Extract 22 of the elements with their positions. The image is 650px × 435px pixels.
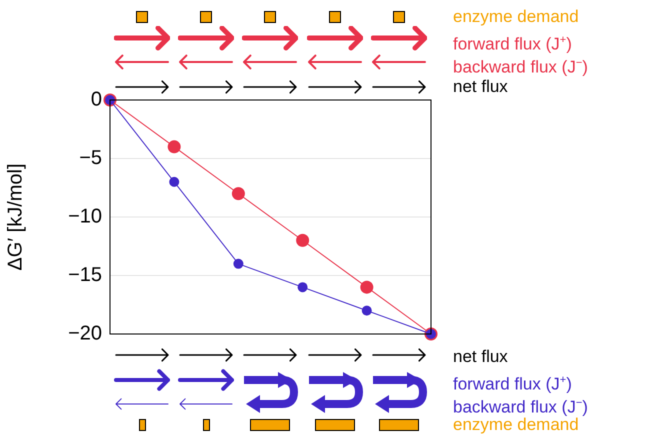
text: forward flux (J$^{+}$) xyxy=(453,373,572,395)
text: backward flux (J$^{−}$) xyxy=(453,396,588,418)
y-tick-label: −15 xyxy=(68,264,102,286)
y-tick-label: −20 xyxy=(68,322,102,345)
point xyxy=(233,258,244,269)
point xyxy=(360,280,374,294)
y-tick-label: −5 xyxy=(79,147,102,170)
text: enzyme demand xyxy=(453,7,579,27)
y-tick-label: 0 xyxy=(90,88,102,111)
text: backward flux (J$^{−}$) xyxy=(453,56,588,78)
text: enzyme demand xyxy=(453,415,579,435)
text: net flux xyxy=(453,347,508,367)
point xyxy=(169,176,180,187)
point xyxy=(296,234,310,247)
text: forward flux (J$^{+}$) xyxy=(453,33,572,55)
text: net flux xyxy=(453,77,508,97)
point xyxy=(232,187,245,200)
point xyxy=(298,282,308,292)
point xyxy=(168,140,181,154)
point xyxy=(362,306,372,316)
y-axis-title: ΔG′ [kJ/mol] xyxy=(4,163,27,271)
y-tick-label: −10 xyxy=(68,206,102,228)
